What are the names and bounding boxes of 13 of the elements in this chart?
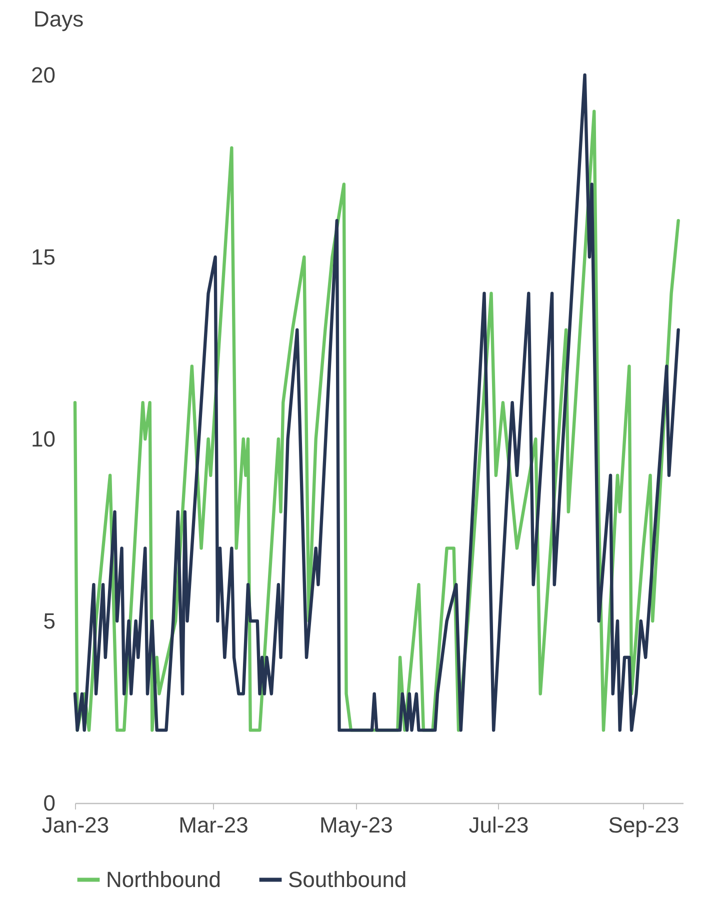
x-tick-label: Jul-23 [468, 812, 529, 838]
x-tick-label: Jan-23 [42, 812, 110, 838]
y-tick-label: 0 [43, 790, 56, 816]
legend-label: Southbound [288, 866, 407, 892]
x-tick-label: May-23 [319, 812, 393, 838]
y-tick-label: 15 [31, 244, 56, 270]
y-tick-label: 5 [43, 608, 56, 634]
y-axis-title: Days [34, 6, 84, 32]
x-tick-label: Mar-23 [178, 812, 248, 838]
legend-label: Northbound [106, 866, 221, 892]
y-tick-label: 20 [31, 62, 56, 88]
x-tick-label: Sep-23 [608, 812, 680, 838]
y-tick-label: 10 [31, 426, 56, 452]
